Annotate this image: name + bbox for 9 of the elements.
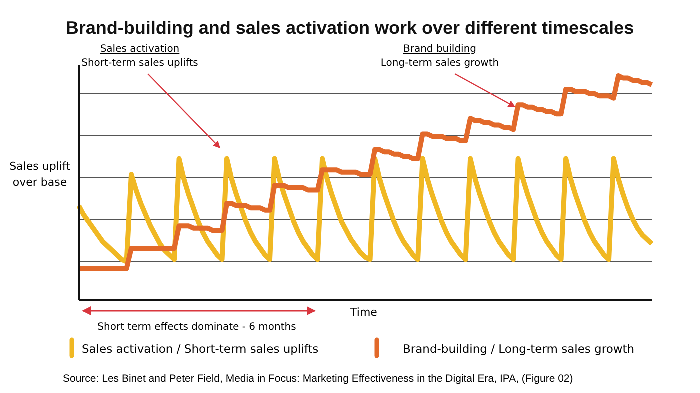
text: Short term effects dominate - 6 months [98, 322, 296, 333]
chart-title: Brand-building and sales activation work over different timescales [66, 18, 634, 38]
source-note: Source: Les Binet and Peter Field, Media in Focus: Marketing Effectiveness in the Digital Era, IPA, (Figure 02) [63, 373, 574, 385]
text: Brand building Long-term sales growth [380, 44, 500, 69]
y-axis-title: Sales uplift over base [10, 160, 72, 189]
legend-label: Sales activation / Short-term sales uplifts [82, 342, 319, 356]
legend-label: Brand-building / Long-term sales growth [403, 342, 635, 356]
text: Sales activation Short-term sales uplifts [82, 44, 198, 69]
x-axis-title: Time [350, 306, 378, 319]
